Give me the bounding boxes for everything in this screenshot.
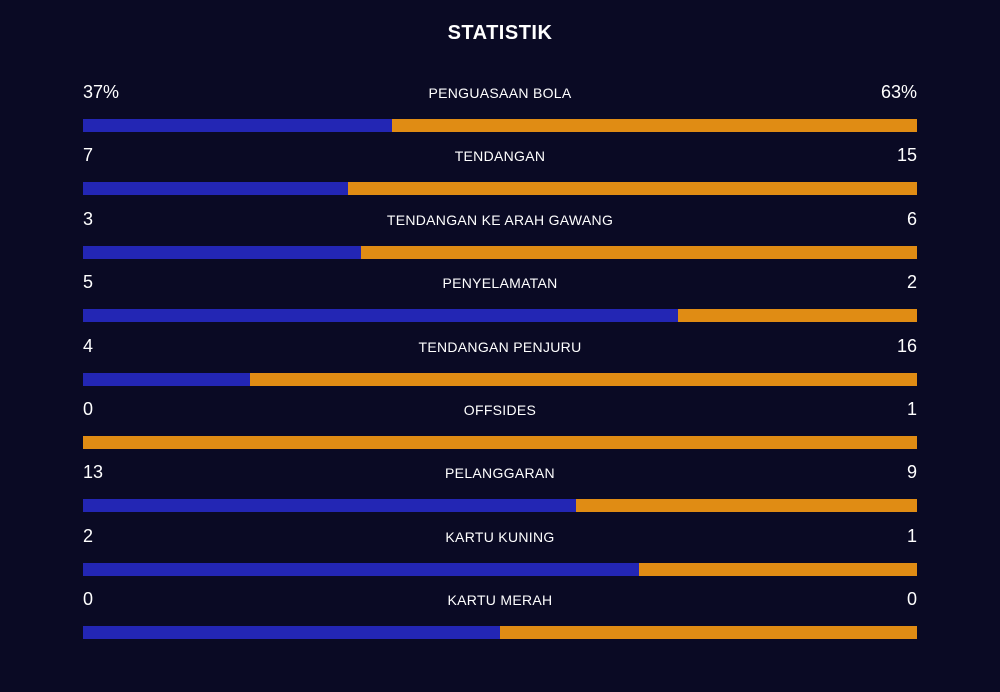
away-bar-segment <box>348 182 917 196</box>
home-bar-segment <box>83 562 640 576</box>
away-value: 2 <box>906 272 917 293</box>
away-bar-segment <box>678 309 917 323</box>
away-value: 6 <box>906 208 917 229</box>
away-bar-segment <box>83 435 917 449</box>
away-bar-segment <box>639 562 917 576</box>
away-bar-segment <box>360 245 917 259</box>
stat-label: PENYELAMATAN <box>442 275 558 292</box>
stat-row-yellow-cards: 2 KARTU KUNING 1 <box>83 524 917 587</box>
away-value: 15 <box>896 145 917 166</box>
home-bar-segment <box>83 245 361 259</box>
away-bar-segment <box>249 372 917 386</box>
home-value: 7 <box>83 145 94 166</box>
home-bar-segment <box>83 119 392 132</box>
home-value: 0 <box>83 589 94 610</box>
stat-row-corners: 4 TENDANGAN PENJURU 16 <box>83 334 917 397</box>
stat-label: KARTU KUNING <box>445 528 555 545</box>
stat-label: TENDANGAN PENJURU <box>418 338 582 355</box>
home-bar-segment <box>83 182 349 196</box>
stat-label: OFFSIDES <box>463 401 537 418</box>
stat-row-possession: 37% PENGUASAAN BOLA 63% <box>83 80 917 143</box>
home-value: 0 <box>83 398 94 419</box>
panel-title: STATISTIK <box>447 22 553 44</box>
away-value: 63% <box>880 82 917 102</box>
away-value: 9 <box>906 462 917 483</box>
home-bar-segment <box>83 309 679 323</box>
home-bar-segment <box>83 372 250 386</box>
stat-label: PENGUASAAN BOLA <box>428 85 572 101</box>
away-bar-segment <box>575 499 917 513</box>
away-bar-segment <box>500 626 917 640</box>
away-value: 1 <box>906 525 917 546</box>
home-value: 3 <box>83 208 94 229</box>
home-value: 2 <box>83 525 94 546</box>
stat-label: KARTU MERAH <box>447 592 553 609</box>
stat-row-saves: 5 PENYELAMATAN 2 <box>83 270 917 333</box>
comparison-bar <box>83 245 917 259</box>
stat-label: TENDANGAN KE ARAH GAWANG <box>386 211 614 228</box>
home-bar-segment <box>83 626 500 640</box>
home-bar-segment <box>83 499 576 513</box>
away-value: 16 <box>896 335 917 356</box>
stat-row-shots-on-target: 3 TENDANGAN KE ARAH GAWANG 6 <box>83 207 917 270</box>
stat-row-shots: 7 TENDANGAN 15 <box>83 143 917 206</box>
comparison-bar <box>83 182 917 196</box>
home-value: 5 <box>83 272 94 293</box>
comparison-bar <box>83 626 917 640</box>
away-value: 1 <box>906 398 917 419</box>
stat-row-red-cards: 0 KARTU MERAH 0 <box>83 587 917 650</box>
stat-label: PELANGGARAN <box>445 465 555 482</box>
stat-rows: 37% PENGUASAAN BOLA 63% 7 TENDANGAN 15 <box>83 80 917 651</box>
stat-row-fouls: 13 PELANGGARAN 9 <box>83 460 917 523</box>
comparison-bar <box>83 309 917 323</box>
home-value: 4 <box>83 335 94 356</box>
comparison-bar <box>83 119 917 132</box>
away-bar-segment <box>391 119 917 132</box>
comparison-bar <box>83 372 917 386</box>
home-value: 37% <box>83 82 120 102</box>
away-value: 0 <box>906 589 917 610</box>
comparison-bar <box>83 435 917 449</box>
comparison-bar <box>83 562 917 576</box>
comparison-bar <box>83 499 917 513</box>
stat-row-offsides: 0 OFFSIDES 1 <box>83 397 917 460</box>
home-value: 13 <box>83 462 104 483</box>
stat-label: TENDANGAN <box>454 148 546 165</box>
